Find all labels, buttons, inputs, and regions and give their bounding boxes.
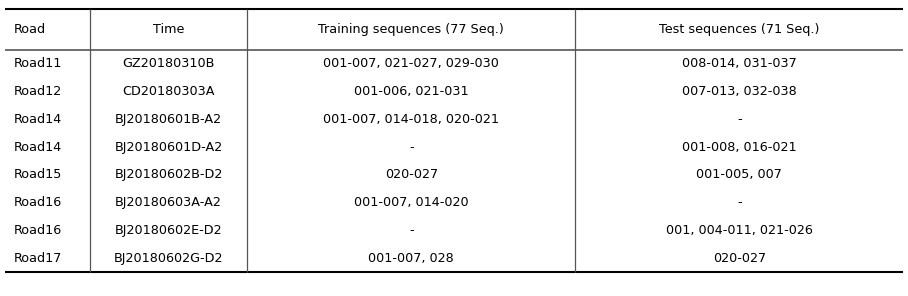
Text: -: - (409, 224, 414, 237)
Text: 001-007, 014-020: 001-007, 014-020 (354, 196, 469, 209)
Text: Road15: Road15 (14, 168, 62, 181)
Text: Road17: Road17 (14, 252, 62, 265)
Text: -: - (737, 196, 742, 209)
Text: BJ20180601B-A2: BJ20180601B-A2 (115, 113, 222, 126)
Text: 001-007, 014-018, 020-021: 001-007, 014-018, 020-021 (323, 113, 499, 126)
Text: CD20180303A: CD20180303A (123, 85, 215, 98)
Text: 001-008, 016-021: 001-008, 016-021 (682, 141, 796, 154)
Text: Road14: Road14 (14, 113, 62, 126)
Text: BJ20180602E-D2: BJ20180602E-D2 (114, 224, 222, 237)
Text: 020-027: 020-027 (713, 252, 766, 265)
Text: Training sequences (77 Seq.): Training sequences (77 Seq.) (319, 23, 504, 36)
Text: Road16: Road16 (14, 196, 62, 209)
Text: 020-027: 020-027 (385, 168, 438, 181)
Text: 001-006, 021-031: 001-006, 021-031 (354, 85, 469, 98)
Text: Road16: Road16 (14, 224, 62, 237)
Text: BJ20180603A-A2: BJ20180603A-A2 (115, 196, 222, 209)
Text: -: - (409, 141, 414, 154)
Text: 001-007, 021-027, 029-030: 001-007, 021-027, 029-030 (323, 57, 499, 70)
Text: GZ20180310B: GZ20180310B (123, 57, 215, 70)
Text: 001, 004-011, 021-026: 001, 004-011, 021-026 (666, 224, 813, 237)
Text: BJ20180602G-D2: BJ20180602G-D2 (114, 252, 223, 265)
Text: -: - (737, 113, 742, 126)
Text: 001-005, 007: 001-005, 007 (696, 168, 783, 181)
Text: Road: Road (14, 23, 45, 36)
Text: 008-014, 031-037: 008-014, 031-037 (682, 57, 797, 70)
Text: BJ20180602B-D2: BJ20180602B-D2 (114, 168, 222, 181)
Text: 007-013, 032-038: 007-013, 032-038 (682, 85, 797, 98)
Text: Road12: Road12 (14, 85, 62, 98)
Text: Road14: Road14 (14, 141, 62, 154)
Text: Test sequences (71 Seq.): Test sequences (71 Seq.) (659, 23, 820, 36)
Text: BJ20180601D-A2: BJ20180601D-A2 (114, 141, 222, 154)
Text: Time: Time (153, 23, 184, 36)
Text: 001-007, 028: 001-007, 028 (369, 252, 454, 265)
Text: Road11: Road11 (14, 57, 62, 70)
